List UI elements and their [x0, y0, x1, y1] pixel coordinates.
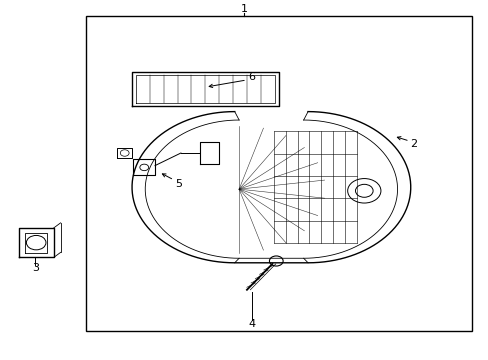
Text: 4: 4 [248, 319, 255, 329]
Text: 3: 3 [32, 263, 39, 273]
Text: 1: 1 [241, 4, 247, 14]
Text: 6: 6 [248, 72, 255, 82]
Text: 2: 2 [409, 139, 416, 149]
Text: 5: 5 [175, 179, 182, 189]
